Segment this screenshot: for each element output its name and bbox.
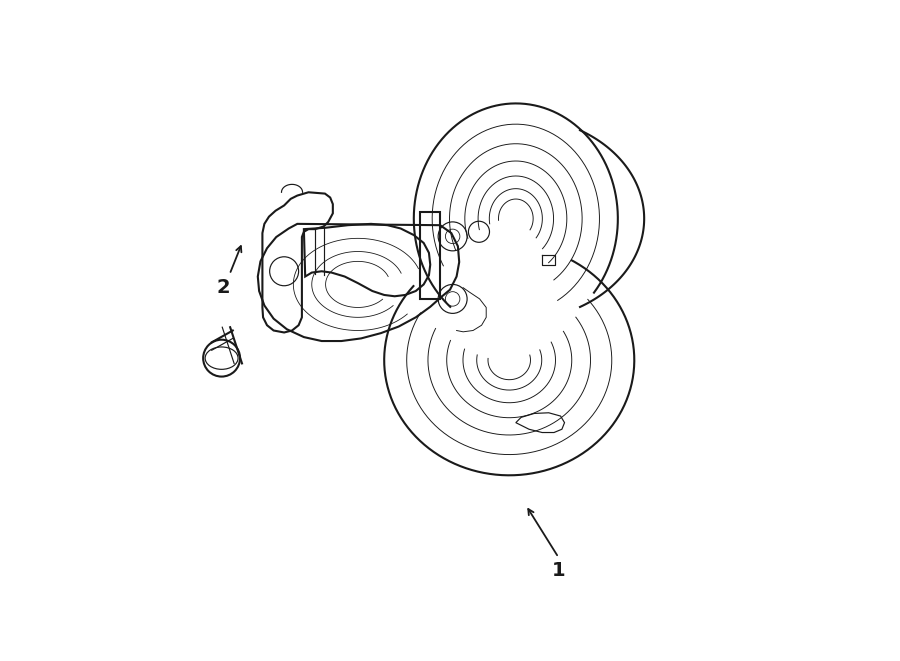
Text: 2: 2 [216, 278, 230, 297]
Text: 1: 1 [552, 561, 565, 580]
